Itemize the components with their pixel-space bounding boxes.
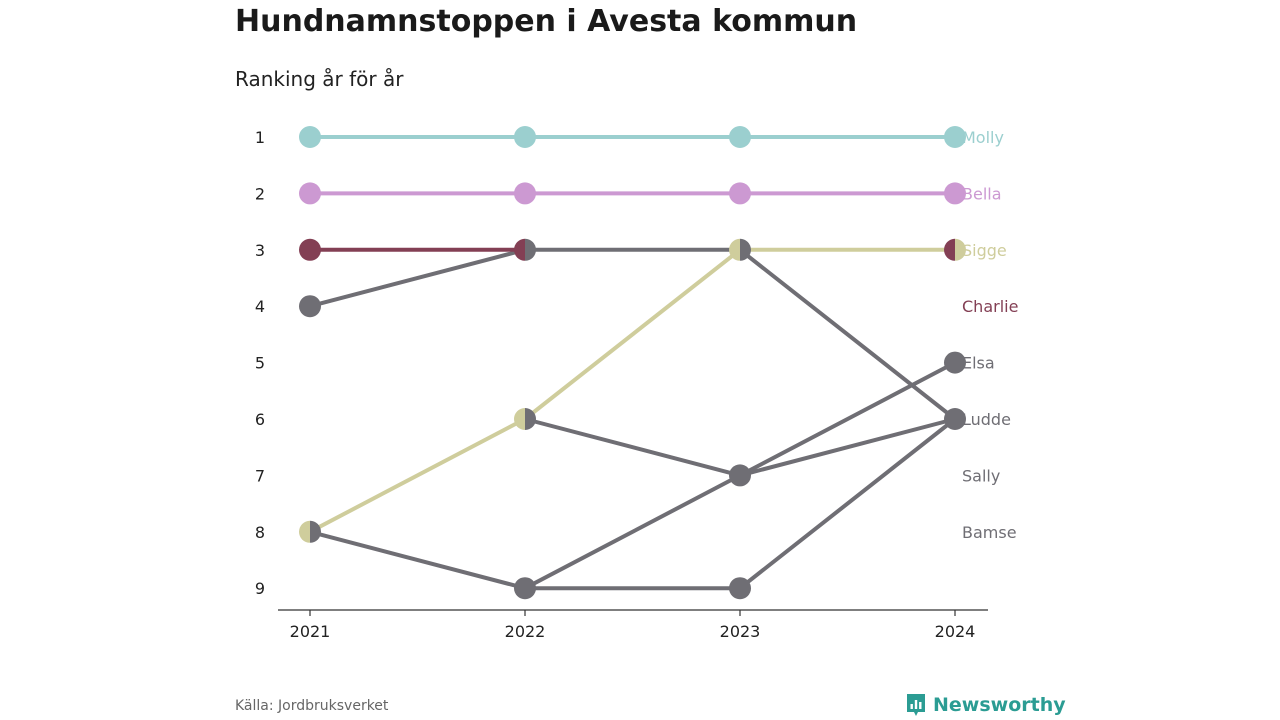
point-sigge-charlie-left bbox=[944, 238, 955, 261]
y-tick-label: 1 bbox=[255, 128, 265, 147]
y-tick-label: 4 bbox=[255, 297, 265, 316]
line-layer bbox=[308, 135, 957, 591]
axis-layer: 1 2 3 4 5 6 7 8 9 2021 2022 2023 2024 bbox=[255, 128, 988, 641]
point-elsa bbox=[944, 351, 966, 374]
point-bamse bbox=[729, 577, 751, 600]
point-bella bbox=[729, 182, 751, 205]
end-label-bella: Bella bbox=[962, 184, 1002, 203]
y-tick-label: 5 bbox=[255, 354, 265, 373]
point-sigge-sally-right bbox=[525, 408, 536, 430]
y-tick-label: 8 bbox=[255, 523, 265, 542]
newsworthy-logo-icon bbox=[907, 694, 925, 716]
label-layer: Molly Bella Sigge Charlie Elsa Ludde Sally Bams… bbox=[962, 128, 1018, 542]
dot-layer bbox=[299, 126, 966, 600]
series-line-elsa bbox=[308, 529, 527, 591]
y-tick-label: 6 bbox=[255, 410, 265, 429]
series-line-ludde bbox=[738, 247, 957, 421]
x-tick-label: 2024 bbox=[935, 622, 976, 641]
series-line-sigge bbox=[523, 247, 742, 421]
y-tick-label: 9 bbox=[255, 579, 265, 598]
x-tick-label: 2021 bbox=[290, 622, 331, 641]
series-line-sally bbox=[523, 417, 742, 478]
series-line-sigge bbox=[308, 417, 527, 534]
chart-subtitle: Ranking år för år bbox=[235, 67, 404, 91]
point-elsa-sally bbox=[729, 464, 751, 487]
point-bella bbox=[514, 182, 536, 205]
point-sigge-ludde-right bbox=[740, 238, 751, 261]
point-sigge-sally-left bbox=[514, 408, 525, 430]
point-charlie bbox=[299, 238, 321, 261]
series-line-sally bbox=[738, 417, 957, 478]
x-tick-label: 2023 bbox=[720, 622, 761, 641]
y-tick-label: 2 bbox=[255, 184, 265, 203]
point-sigge-charlie-right bbox=[955, 238, 966, 261]
x-tick-label: 2022 bbox=[505, 622, 546, 641]
source-note: Källa: Jordbruksverket bbox=[235, 698, 389, 714]
series-line-bamse bbox=[738, 417, 957, 591]
y-tick-label: 3 bbox=[255, 241, 265, 260]
end-label-elsa: Elsa bbox=[962, 354, 995, 373]
point-molly bbox=[729, 126, 751, 148]
y-tick-label: 7 bbox=[255, 466, 265, 485]
point-elsa-bamse bbox=[514, 577, 536, 600]
series-line-elsa bbox=[523, 473, 742, 591]
point-ludde-sally-bamse bbox=[944, 408, 966, 430]
point-sigge-elsa-right bbox=[310, 520, 321, 543]
end-label-bamse: Bamse bbox=[962, 523, 1017, 542]
series-line-elsa bbox=[738, 360, 957, 478]
point-molly bbox=[514, 126, 536, 148]
brand-logo[interactable]: Newsworthy bbox=[905, 692, 1066, 718]
point-sigge-elsa-left bbox=[299, 520, 310, 543]
end-label-ludde: Ludde bbox=[962, 410, 1011, 429]
point-sigge-ludde-left bbox=[729, 238, 740, 261]
point-charlie-ludde-right bbox=[525, 238, 536, 261]
series-line-ludde bbox=[308, 247, 527, 309]
point-bella bbox=[944, 182, 966, 205]
point-bella bbox=[299, 182, 321, 205]
end-label-charlie: Charlie bbox=[962, 297, 1018, 316]
end-label-sigge: Sigge bbox=[962, 241, 1007, 260]
point-molly bbox=[944, 126, 966, 148]
brand-name: Newsworthy bbox=[933, 694, 1066, 716]
point-ludde bbox=[299, 295, 321, 318]
point-charlie-ludde-left bbox=[514, 238, 525, 261]
end-label-sally: Sally bbox=[962, 466, 1000, 485]
chart-title: Hundnamnstoppen i Avesta kommun bbox=[235, 4, 858, 39]
point-molly bbox=[299, 126, 321, 148]
end-label-molly: Molly bbox=[962, 128, 1004, 147]
